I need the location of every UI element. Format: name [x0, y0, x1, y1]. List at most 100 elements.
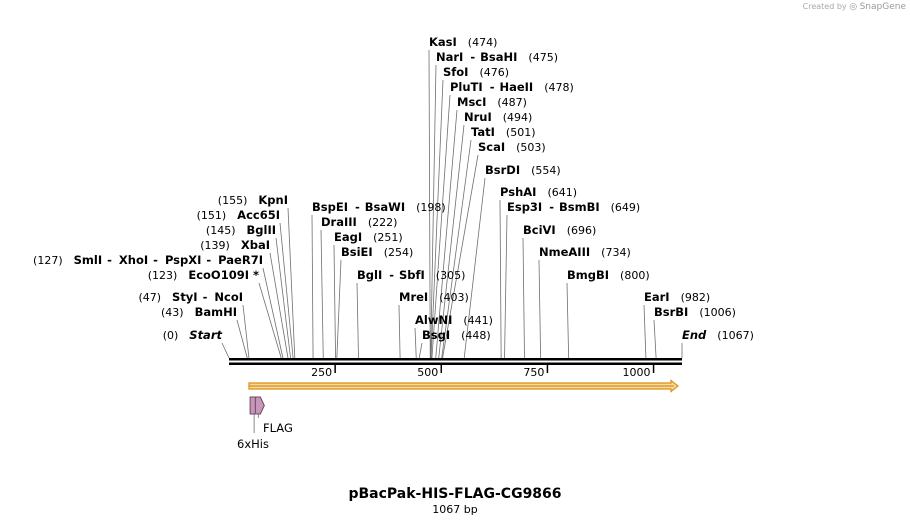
enzyme-name: KpnI: [258, 193, 288, 207]
site-label-nari[interactable]: NarI - BsaHI (475): [436, 50, 558, 64]
enzyme-name: NcoI: [214, 290, 243, 304]
leader-msci: [435, 109, 458, 359]
feature-6xhis-label: 6xHis: [237, 437, 269, 451]
enzyme-name: BspEI: [312, 200, 348, 214]
site-position: (254): [384, 246, 414, 259]
enzyme-name: BciVI: [523, 223, 556, 237]
name-separator: -: [355, 200, 360, 214]
leader-ecoo109i: [258, 282, 282, 359]
map-title: pBacPak-HIS-FLAG-CG9866: [348, 486, 561, 502]
enzyme-name: NmeAIII: [539, 245, 590, 259]
backbone-bottom-strand: [229, 362, 682, 365]
backbone-top-strand: [229, 358, 682, 361]
leader-styi: [242, 304, 250, 359]
site-label-bsrdi[interactable]: BsrDI (554): [485, 163, 561, 177]
site-position: (251): [373, 231, 403, 244]
site-label-xbai[interactable]: XbaI (139): [200, 238, 270, 252]
site-position: (487): [497, 96, 527, 109]
site-position: (696): [567, 224, 597, 237]
map-length: 1067 bp: [432, 503, 477, 516]
ruler-tick-label: 750: [523, 366, 544, 379]
site-position: (554): [531, 164, 561, 177]
site-position: (476): [479, 66, 509, 79]
site-position: (305): [436, 269, 466, 282]
site-label-scai[interactable]: ScaI (503): [478, 140, 546, 154]
site-label-nrui[interactable]: NruI (494): [464, 110, 532, 124]
site-label-kasi[interactable]: KasI (474): [429, 35, 497, 49]
site-label-end[interactable]: End (1067): [682, 328, 754, 342]
leader-scai: [442, 154, 479, 359]
site-label-eagi[interactable]: EagI (251): [334, 230, 403, 244]
site-label-draiii[interactable]: DraIII (222): [321, 215, 397, 229]
site-label-mrei[interactable]: MreI (403): [399, 290, 469, 304]
leader-nari: [430, 64, 437, 359]
leader-eari: [643, 304, 647, 359]
site-label-bsiei[interactable]: BsiEI (254): [341, 245, 413, 259]
site-position: (123): [148, 269, 178, 282]
site-label-esp3i[interactable]: Esp3I - BsmBI (649): [507, 200, 640, 214]
leader-esp3i: [504, 214, 508, 359]
site-label-pluti[interactable]: PluTI - HaeII (478): [450, 80, 574, 94]
site-label-bgli[interactable]: BglI - SbfI (305): [357, 268, 465, 282]
site-label-alwni[interactable]: AlwNI (441): [415, 313, 493, 327]
enzyme-name: BsrBI: [654, 305, 688, 319]
enzyme-name: EarI: [644, 290, 670, 304]
site-label-styi[interactable]: NcoI-StyI (47): [138, 290, 243, 304]
leader-alwni: [414, 327, 417, 359]
leader-pshai: [499, 199, 502, 359]
enzyme-name: BsiEI: [341, 245, 373, 259]
site-position: (649): [611, 201, 641, 214]
site-label-msci[interactable]: MscI (487): [457, 95, 527, 109]
site-label-nmeaiii[interactable]: NmeAIII (734): [539, 245, 631, 259]
site-label-bglii[interactable]: BglII (145): [206, 223, 276, 237]
site-label-smli[interactable]: PaeR7I-PspXI-XhoI-SmlI(127): [33, 253, 263, 267]
site-position: (1006): [699, 306, 736, 319]
site-position: (475): [528, 51, 558, 64]
site-position: (441): [463, 314, 493, 327]
leader-bamhi: [236, 319, 248, 359]
enzyme-name: TatI: [471, 125, 495, 139]
leader-bsgi: [418, 342, 423, 359]
site-label-tati[interactable]: TatI (501): [471, 125, 536, 139]
site-label-bsgi[interactable]: BsgI (448): [422, 328, 491, 342]
leader-start: [221, 342, 230, 359]
leader-eagi: [333, 244, 336, 359]
site-label-bamhi[interactable]: BamHI (43): [161, 305, 237, 319]
enzyme-name: BmgBI: [567, 268, 609, 282]
site-label-bsrbi[interactable]: BsrBI (1006): [654, 305, 736, 319]
site-position: (641): [547, 186, 577, 199]
site-label-bmgbi[interactable]: BmgBI (800): [567, 268, 650, 282]
site-label-eari[interactable]: EarI (982): [644, 290, 710, 304]
site-label-bspei[interactable]: BspEI - BsaWI (198): [312, 200, 446, 214]
site-label-start[interactable]: Start (0): [163, 328, 223, 342]
ruler-tick-label: 250: [311, 366, 332, 379]
site-position: (478): [544, 81, 574, 94]
enzyme-name: XhoI: [119, 253, 148, 267]
enzyme-name: BsmBI: [559, 200, 600, 214]
enzyme-name: BsaHI: [480, 50, 517, 64]
feature-flag[interactable]: [254, 396, 265, 415]
enzyme-name: HaeII: [499, 80, 533, 94]
site-position: (139): [200, 239, 230, 252]
site-labels: KasI (474)NarI - BsaHI (475)SfoI (476)PluTI - H…: [33, 35, 754, 342]
name-separator: -: [153, 253, 158, 267]
features: FLAG 6xHis: [237, 396, 293, 451]
site-label-ecoo109i[interactable]: EcoO109I * (123): [148, 268, 259, 282]
leader-sfoi: [430, 79, 444, 359]
snapgene-logo-icon: ◎: [849, 2, 858, 12]
leader-kasi: [428, 49, 431, 359]
enzyme-name: PaeR7I: [218, 253, 263, 267]
site-label-kpni[interactable]: KpnI (155): [218, 193, 288, 207]
site-label-bcivi[interactable]: BciVI (696): [523, 223, 596, 237]
site-label-pshai[interactable]: PshAI (641): [500, 185, 577, 199]
orf-arrow[interactable]: [248, 379, 679, 393]
site-position: (494): [503, 111, 533, 124]
site-label-sfoi[interactable]: SfoI (476): [443, 65, 509, 79]
name-separator: -: [470, 50, 475, 64]
leader-bspei: [311, 214, 314, 359]
enzyme-name: BsaWI: [365, 200, 405, 214]
name-separator: -: [549, 200, 554, 214]
site-label-acc65i[interactable]: Acc65I (151): [197, 208, 280, 222]
leader-mrei: [398, 304, 401, 359]
